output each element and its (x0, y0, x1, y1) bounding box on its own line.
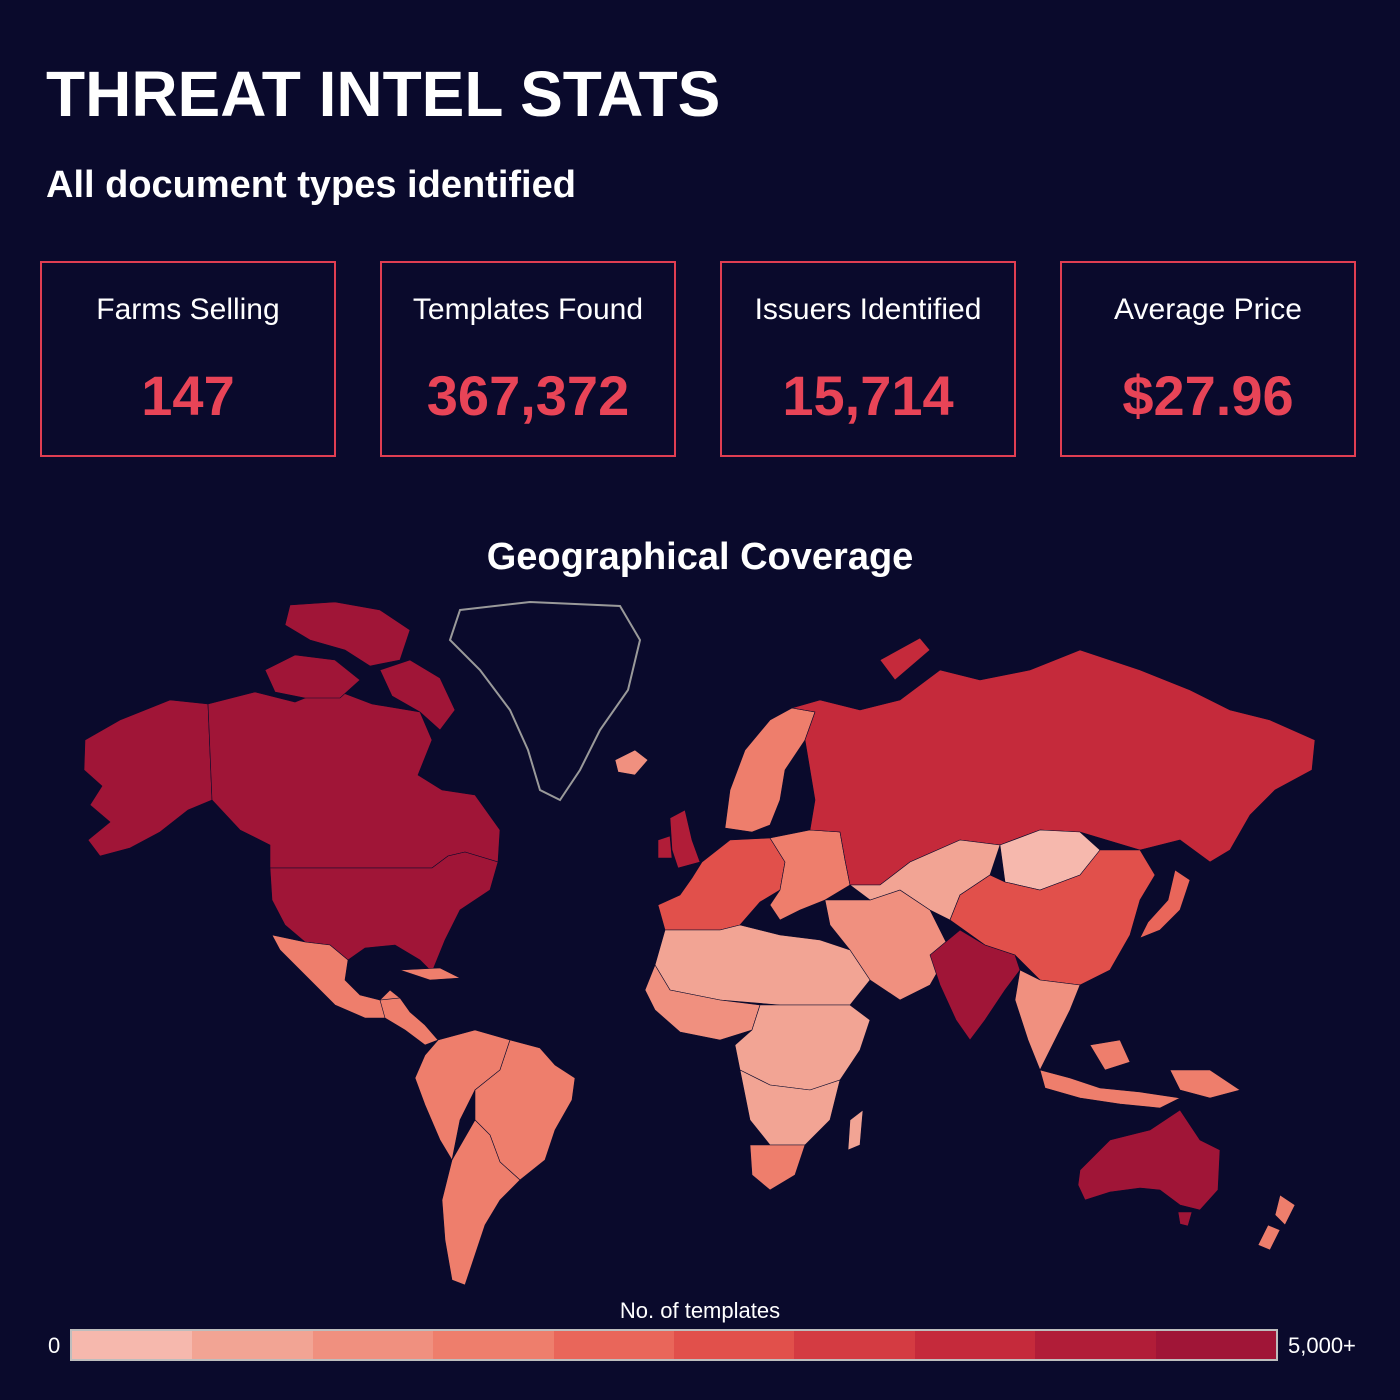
legend-max-label: 5,000+ (1288, 1333, 1356, 1358)
legend-title: No. of templates (619, 1298, 781, 1323)
legend-segment (914, 1331, 1036, 1359)
stat-value: 367,372 (426, 364, 630, 427)
stat-value: 147 (141, 364, 235, 427)
region-south-africa[interactable] (749, 1144, 806, 1191)
region-tasmania[interactable] (1177, 1211, 1193, 1227)
legend-segment (553, 1331, 675, 1359)
stat-value: 15,714 (782, 364, 954, 427)
map-title: Geographical Coverage (486, 536, 914, 578)
stat-label: Average Price (1114, 293, 1302, 326)
stat-card-farms: Farms Selling 147 (40, 261, 336, 457)
legend-segment (674, 1331, 795, 1359)
legend-segment (1155, 1331, 1277, 1359)
region-andean-south-america[interactable] (414, 1029, 511, 1161)
region-iceland[interactable] (614, 749, 649, 776)
page-title: THREAT INTEL STATS (46, 58, 721, 130)
region-southeast-asia[interactable] (1014, 969, 1081, 1071)
region-new-guinea[interactable] (1169, 1069, 1241, 1099)
color-scale-legend (70, 1329, 1278, 1361)
region-north-africa[interactable] (654, 924, 871, 1006)
region-alaska[interactable] (83, 699, 213, 857)
region-japan[interactable] (1139, 869, 1191, 939)
stat-value: $27.96 (1122, 364, 1294, 427)
region-canada-arctic-islands[interactable] (284, 601, 411, 667)
region-new-zealand[interactable] (1274, 1194, 1296, 1226)
stat-card-issuers: Issuers Identified 15,714 (720, 261, 1016, 457)
region-russia-novaya-zemlya[interactable] (879, 637, 931, 681)
stat-label: Issuers Identified (754, 293, 982, 326)
stat-label: Farms Selling (96, 293, 280, 326)
world-choropleth-map (83, 600, 1316, 1286)
region-new-zealand-south[interactable] (1257, 1224, 1281, 1251)
region-central-america[interactable] (379, 997, 439, 1046)
region-caribbean[interactable] (399, 967, 462, 981)
region-west-africa[interactable] (644, 964, 761, 1041)
region-canada-baffin[interactable] (379, 659, 456, 731)
region-southern-cone[interactable] (441, 1119, 521, 1286)
stat-label: Templates Found (412, 293, 644, 326)
legend-segment (1035, 1331, 1156, 1359)
region-indonesia[interactable] (1039, 1069, 1181, 1109)
stat-card-templates: Templates Found 367,372 (380, 261, 676, 457)
region-canada-arctic-islands[interactable] (264, 654, 361, 699)
legend-segment (192, 1331, 313, 1359)
region-brazil[interactable] (474, 1039, 576, 1181)
legend-min-label: 0 (48, 1333, 61, 1358)
region-madagascar[interactable] (847, 1109, 864, 1151)
region-india[interactable] (929, 929, 1021, 1041)
stat-card-price: Average Price $27.96 (1060, 261, 1356, 457)
region-canada[interactable] (207, 687, 501, 869)
legend-segment (433, 1331, 554, 1359)
region-australia[interactable] (1077, 1109, 1221, 1211)
region-russia[interactable] (791, 649, 1316, 886)
region-united-kingdom[interactable] (669, 809, 701, 869)
region-united-states[interactable] (269, 851, 499, 973)
legend-segment (794, 1331, 915, 1359)
region-greenland[interactable] (448, 600, 642, 802)
region-mexico[interactable] (271, 934, 401, 1019)
region-ireland[interactable] (657, 835, 673, 859)
legend-segment (72, 1331, 193, 1359)
region-southern-africa[interactable] (739, 1069, 841, 1146)
region-indonesia-islands[interactable] (1089, 1039, 1131, 1071)
region-scandinavia[interactable] (724, 707, 816, 833)
page-subtitle: All document types identified (46, 164, 576, 206)
legend-segment (312, 1331, 434, 1359)
